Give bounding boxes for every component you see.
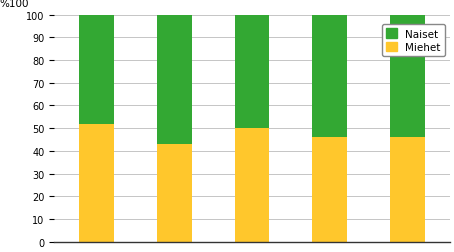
Y-axis label: %100: %100	[0, 0, 29, 9]
Legend: Naiset, Miehet: Naiset, Miehet	[382, 25, 444, 57]
Bar	[79, 124, 114, 242]
Bar	[390, 138, 424, 242]
Bar	[157, 15, 192, 144]
Bar	[390, 15, 424, 138]
Bar	[79, 15, 114, 124]
Bar	[312, 138, 347, 242]
Bar	[235, 15, 269, 129]
Bar	[312, 15, 347, 138]
Bar	[235, 129, 269, 242]
Bar	[157, 144, 192, 242]
